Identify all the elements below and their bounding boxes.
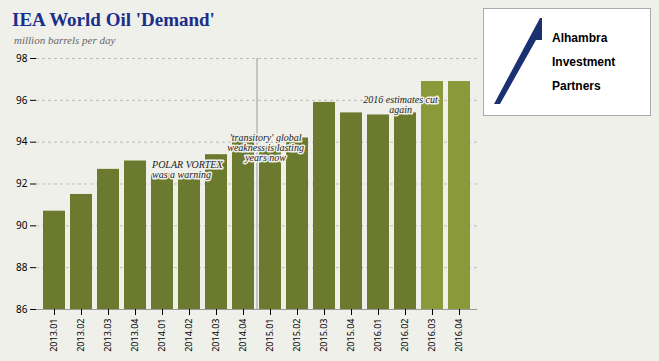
svg-text:88: 88 xyxy=(16,260,28,274)
html-text:IEA World Oil 'Demand': IEA World Oil 'Demand' xyxy=(12,9,215,30)
svg-text:86: 86 xyxy=(16,302,28,316)
svg-text:2014.04: 2014.04 xyxy=(236,319,249,352)
svg-text:2013.01: 2013.01 xyxy=(47,319,60,352)
html-text:million barrels per day: million barrels per day xyxy=(14,34,116,46)
svg-text:2014.03: 2014.03 xyxy=(209,319,222,352)
svg-text:'transitory' globalweakness is: 'transitory' globalweakness is lastingye… xyxy=(227,132,304,163)
svg-text:90: 90 xyxy=(16,218,28,232)
svg-text:94: 94 xyxy=(16,134,28,148)
svg-text:92: 92 xyxy=(16,176,28,190)
svg-text:2015.03: 2015.03 xyxy=(317,319,330,352)
svg-text:2015.01: 2015.01 xyxy=(263,319,276,352)
html-text:Partners: Partners xyxy=(552,79,601,93)
html-text:Investment: Investment xyxy=(552,55,616,69)
svg-text:2013.02: 2013.02 xyxy=(74,319,87,352)
svg-text:2016.04: 2016.04 xyxy=(452,319,465,352)
svg-text:98: 98 xyxy=(16,51,28,65)
svg-text:2016.03: 2016.03 xyxy=(425,319,438,352)
svg-text:2013.04: 2013.04 xyxy=(128,319,141,352)
svg-text:2014.02: 2014.02 xyxy=(182,319,195,352)
svg-text:2015.02: 2015.02 xyxy=(290,319,303,352)
svg-text:2016.01: 2016.01 xyxy=(371,319,384,352)
svg-text:2013.03: 2013.03 xyxy=(101,319,114,352)
html-text:Alhambra: Alhambra xyxy=(552,31,608,45)
svg-text:2016.02: 2016.02 xyxy=(398,319,411,352)
svg-text:2014.01: 2014.01 xyxy=(155,319,168,352)
svg-text:POLAR VORTEXwas a warning: POLAR VORTEXwas a warning xyxy=(151,159,223,180)
svg-text:2015.04: 2015.04 xyxy=(344,319,357,352)
svg-text:2016 estimates cutagain: 2016 estimates cutagain xyxy=(363,94,438,115)
svg-text:96: 96 xyxy=(16,93,28,107)
